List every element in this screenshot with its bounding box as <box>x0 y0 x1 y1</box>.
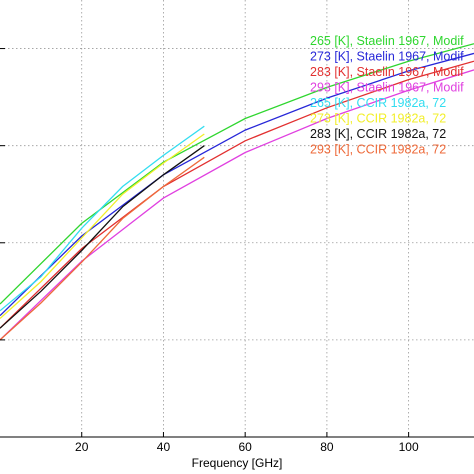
series-lines <box>0 43 474 341</box>
x-axis-title: Frequency [GHz] <box>192 456 283 470</box>
legend-entry-3: 283 [K], Staelin 1967, Modif <box>310 65 464 79</box>
legend-entry-5: 265 [K], CCIR 1982a, 72 <box>310 96 446 110</box>
series-line-8 <box>0 156 205 341</box>
legend-entry-8: 293 [K], CCIR 1982a, 72 <box>310 143 446 157</box>
legend-entry-4: 293 [K], Staelin 1967, Modif <box>310 81 464 95</box>
series-line-1 <box>0 43 474 305</box>
series-line-5 <box>0 125 205 312</box>
series-line-4 <box>0 69 474 341</box>
series-line-3 <box>0 60 474 329</box>
x-tick-label: 60 <box>238 440 252 454</box>
tick-labels: 20 40 60 80 100 <box>0 48 419 454</box>
series-line-2 <box>0 52 474 317</box>
legend-entry-7: 283 [K], CCIR 1982a, 72 <box>310 127 446 141</box>
x-tick-label: 80 <box>320 440 334 454</box>
x-tick-label: 40 <box>157 440 171 454</box>
series-line-6 <box>0 133 205 319</box>
x-tick-label: 20 <box>75 440 89 454</box>
gridlines <box>0 0 474 437</box>
legend-entry-2: 273 [K], Staelin 1967, Modif <box>310 50 464 64</box>
legend: 265 [K], Staelin 1967, Modif 273 [K], Sta… <box>310 34 464 157</box>
legend-entry-6: 273 [K], CCIR 1982a, 72 <box>310 112 446 126</box>
x-tick-label: 100 <box>399 440 419 454</box>
series-line-7 <box>0 145 205 329</box>
legend-entry-1: 265 [K], Staelin 1967, Modif <box>310 34 464 48</box>
